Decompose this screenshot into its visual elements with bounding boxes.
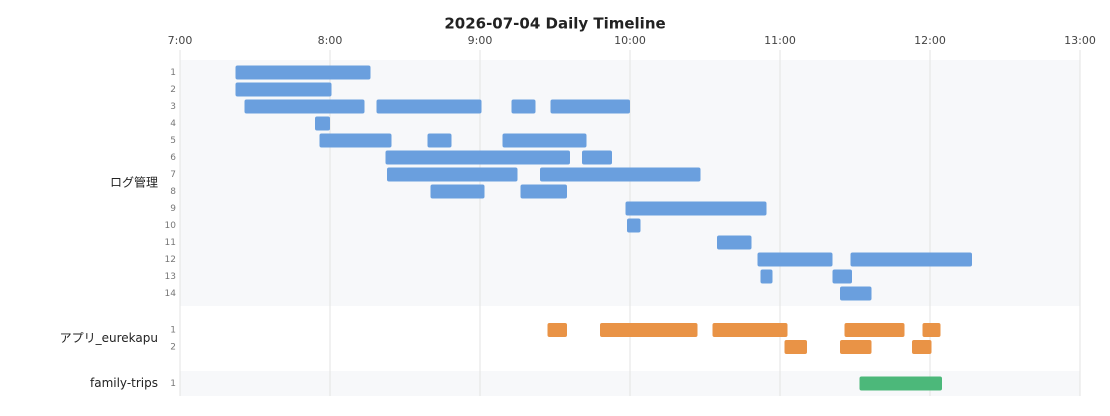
time-bar (859, 376, 942, 391)
time-bar (717, 235, 752, 250)
time-bar (850, 252, 972, 267)
row-label: 2 (170, 85, 176, 95)
x-tick-label: 11:00 (764, 34, 796, 47)
row-label: 8 (170, 187, 176, 197)
time-bar (385, 150, 570, 165)
row-label: 9 (170, 204, 176, 214)
row-label: 11 (165, 238, 176, 248)
row-label: 10 (165, 221, 177, 231)
time-bar (502, 133, 587, 148)
time-bar (757, 252, 833, 267)
time-bar (550, 99, 630, 114)
row-label: 4 (170, 119, 176, 129)
group-label: ログ管理 (110, 175, 158, 190)
row-label: 13 (165, 272, 176, 282)
time-bar (319, 133, 392, 148)
time-bar (511, 99, 536, 114)
row-label: 2 (170, 343, 176, 353)
chart-title: 2026-07-04 Daily Timeline (444, 15, 665, 33)
x-tick-label: 13:00 (1064, 34, 1096, 47)
row-label: 1 (170, 68, 176, 78)
x-tick-label: 8:00 (318, 34, 343, 47)
time-bar (712, 323, 788, 337)
x-tick-label: 10:00 (614, 34, 646, 47)
time-bar (387, 167, 518, 182)
time-bar (540, 167, 701, 182)
time-bar (235, 65, 371, 80)
time-bar (582, 150, 612, 165)
time-bar (520, 184, 567, 199)
x-tick-label: 9:00 (468, 34, 493, 47)
row-label: 7 (170, 170, 176, 180)
time-bar (912, 340, 932, 354)
time-bar (627, 218, 641, 233)
time-bar (244, 99, 365, 114)
time-bar (235, 82, 332, 97)
row-label: 3 (170, 102, 176, 112)
row-label: 5 (170, 136, 176, 146)
time-bar (840, 340, 872, 354)
row-label: 12 (165, 255, 176, 265)
group-label: family-trips (90, 376, 158, 390)
time-bar (922, 323, 941, 337)
row-label: 14 (165, 289, 177, 299)
row-label: 1 (170, 379, 176, 389)
time-bar (760, 269, 773, 284)
time-bar (600, 323, 698, 337)
time-bar (625, 201, 767, 216)
time-bar (427, 133, 452, 148)
time-bar (376, 99, 482, 114)
time-bar (832, 269, 852, 284)
time-bar (840, 286, 872, 301)
time-bar (315, 116, 330, 131)
x-tick-label: 7:00 (168, 34, 193, 47)
x-tick-label: 12:00 (914, 34, 946, 47)
time-bar (547, 323, 567, 337)
time-bar (784, 340, 807, 354)
row-label: 6 (170, 153, 176, 163)
group-label: アプリ_eurekapu (60, 331, 158, 345)
time-bar (430, 184, 485, 199)
time-bar (844, 323, 905, 337)
row-label: 1 (170, 326, 176, 336)
